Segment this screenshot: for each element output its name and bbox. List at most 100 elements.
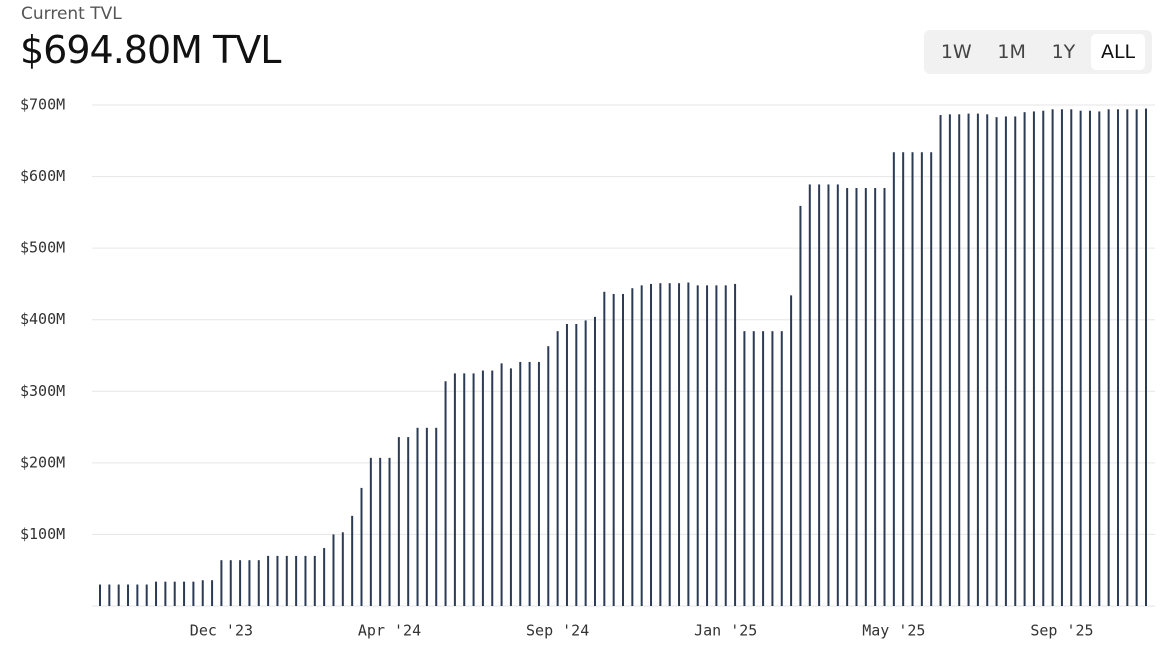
bar: [948, 114, 951, 606]
bar: [808, 184, 811, 607]
bar: [519, 361, 522, 606]
bar: [379, 457, 382, 606]
y-tick-label: $400M: [20, 310, 65, 328]
bar: [556, 331, 559, 606]
bar: [145, 584, 148, 606]
bar: [762, 331, 765, 606]
bar: [827, 184, 830, 607]
bar: [995, 117, 998, 606]
bar: [388, 457, 391, 606]
bar: [500, 363, 503, 606]
bar: [659, 283, 662, 606]
tvl-value: $694.80M TVL: [20, 28, 281, 72]
range-selector: 1W 1M 1Y ALL: [924, 30, 1152, 74]
bar: [509, 368, 512, 606]
bar: [239, 560, 242, 606]
y-tick-label: $200M: [20, 453, 65, 471]
bar: [911, 152, 914, 607]
bar: [397, 437, 400, 606]
bar: [818, 184, 821, 607]
bar: [603, 291, 606, 606]
bar: [1088, 110, 1091, 607]
x-tick-label: Apr '24: [358, 622, 421, 640]
bar: [211, 580, 214, 606]
bar: [1042, 110, 1045, 607]
bar: [201, 580, 204, 606]
bar: [799, 205, 802, 606]
bar: [790, 295, 793, 606]
bar: [696, 285, 699, 606]
bar: [1060, 109, 1063, 607]
x-tick-label: Sep '24: [526, 622, 589, 640]
bar: [930, 152, 933, 607]
bar: [846, 188, 849, 606]
y-tick-label: $300M: [20, 382, 65, 400]
bar: [986, 114, 989, 606]
y-tick-label: $100M: [20, 525, 65, 543]
bar: [360, 487, 363, 606]
bar: [295, 555, 298, 606]
bar: [285, 555, 288, 606]
bar: [304, 555, 307, 606]
bar: [444, 381, 447, 606]
range-button[interactable]: 1W: [940, 41, 972, 63]
bar: [183, 581, 186, 606]
bar: [491, 370, 494, 606]
bar: [1135, 109, 1138, 607]
bar: [173, 581, 176, 606]
bar: [1023, 112, 1026, 607]
bar: [1070, 109, 1073, 607]
bar: [229, 560, 232, 606]
bar: [1079, 110, 1082, 607]
bar: [463, 373, 466, 606]
bar: [481, 370, 484, 606]
bar: [108, 584, 111, 606]
bar: [883, 188, 886, 606]
bar: [276, 555, 279, 606]
bar: [425, 427, 428, 606]
range-button[interactable]: 1Y: [1051, 41, 1076, 63]
bar: [668, 283, 671, 606]
range-button[interactable]: ALL: [1090, 34, 1146, 70]
bar: [939, 115, 942, 607]
bar: [1098, 111, 1101, 606]
bar: [407, 437, 410, 606]
bar: [743, 331, 746, 606]
bar: [257, 560, 260, 606]
bar: [1145, 108, 1147, 606]
bar: [734, 283, 737, 606]
bar: [351, 515, 354, 606]
bar: [1126, 109, 1129, 607]
bar: [687, 282, 690, 606]
bar: [1032, 111, 1035, 606]
bar: [127, 584, 130, 606]
bar: [584, 320, 587, 606]
bar: [547, 346, 550, 606]
bar: [435, 427, 438, 606]
bar: [369, 457, 372, 606]
bar: [631, 288, 634, 606]
bar: [155, 581, 158, 606]
bar: [864, 188, 867, 606]
bar: [136, 584, 139, 606]
subtitle: Current TVL: [21, 4, 122, 24]
bar: [622, 293, 624, 606]
bar: [855, 188, 858, 606]
range-button[interactable]: 1M: [997, 41, 1026, 63]
bar: [976, 113, 979, 607]
bar: [640, 285, 643, 606]
bar: [650, 283, 653, 606]
bar: [1051, 109, 1054, 607]
bar: [1004, 116, 1007, 607]
bar: [892, 152, 895, 607]
bar: [902, 152, 905, 607]
bar: [724, 285, 727, 606]
bar: [453, 373, 456, 606]
bar: [565, 324, 568, 606]
bar: [1014, 116, 1017, 607]
bar: [678, 283, 681, 606]
bar: [1116, 109, 1119, 607]
bar: [220, 560, 223, 606]
